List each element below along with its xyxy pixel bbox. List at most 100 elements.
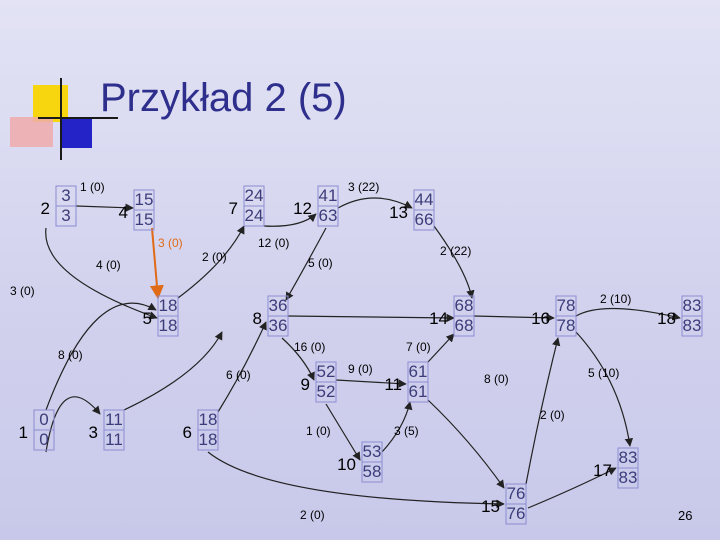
- node-latest-time: 52: [316, 382, 336, 401]
- node-id: 16: [531, 309, 550, 328]
- node-10: 10 53 58: [337, 442, 382, 482]
- edge-9-11: [335, 379, 407, 388]
- node-id: 7: [228, 199, 238, 218]
- edge-4-5: [149, 227, 164, 300]
- node-box-18: [681, 295, 703, 337]
- node-box-15: [505, 483, 527, 525]
- node-id: 3: [88, 423, 98, 442]
- node-latest-time: 83: [682, 316, 702, 335]
- edge-2-4: [75, 203, 134, 212]
- node-id: 13: [389, 203, 408, 222]
- edge-label-9-10: 1 (0): [306, 424, 331, 438]
- node-latest-time: 83: [618, 468, 638, 487]
- edge-label-9-11: 9 (0): [348, 362, 373, 376]
- edge-8-14: [287, 313, 455, 323]
- node-box-5: [157, 295, 179, 337]
- node-box-12: [317, 185, 339, 227]
- node-box-16: [555, 295, 577, 337]
- edge-16-17: [575, 331, 634, 447]
- node-id: 5: [142, 309, 152, 328]
- node-latest-time: 18: [158, 316, 178, 335]
- node-latest-time: 78: [556, 316, 576, 335]
- node-earliest-time: 18: [158, 296, 178, 315]
- edge-14-16: [473, 313, 555, 323]
- node-17: 17 83 83: [593, 448, 638, 488]
- node-box-2: [55, 185, 77, 227]
- node-box-7: [243, 185, 265, 227]
- edge-15-17: [527, 467, 617, 509]
- node-3: 3 11 11: [89, 410, 124, 450]
- node-latest-time: 3: [61, 206, 71, 225]
- node-box-6: [197, 409, 219, 451]
- node-4: 4 15 15: [119, 190, 154, 230]
- node-earliest-time: 61: [408, 362, 428, 381]
- edge-11-14: [427, 333, 455, 363]
- node-latest-time: 18: [198, 430, 218, 449]
- node-earliest-time: 15: [134, 190, 154, 209]
- node-14: 14 68 68: [429, 296, 474, 336]
- node-id: 17: [593, 461, 612, 480]
- edge-label-13-14: 2 (22): [440, 244, 472, 258]
- deco-pink-square: [10, 117, 53, 147]
- deco-yellow-square: [33, 85, 68, 122]
- edge-16-18: [575, 307, 681, 321]
- node-7: 7 24 24: [229, 186, 264, 226]
- edge-label-1-3: 8 (0): [58, 348, 83, 362]
- node-id: 18: [657, 309, 676, 328]
- edge-1-3: [45, 396, 101, 453]
- node-earliest-time: 83: [618, 448, 638, 467]
- node-latest-time: 0: [39, 430, 49, 449]
- edge-label-8-14: 16 (0): [294, 340, 326, 354]
- edge-2-5: [45, 227, 158, 320]
- node-latest-time: 66: [414, 210, 434, 229]
- edge-label-16-17: 5 (10): [588, 366, 620, 380]
- edge-label-1-5: 4 (0): [96, 258, 121, 272]
- node-box-14: [453, 295, 475, 337]
- node-latest-time: 76: [506, 504, 526, 523]
- node-earliest-time: 83: [682, 296, 702, 315]
- node-latest-time: 68: [454, 316, 474, 335]
- node-9: 9 52 52: [301, 362, 336, 402]
- node-earliest-time: 53: [362, 442, 382, 461]
- node-id: 14: [429, 309, 448, 328]
- edge-label-11-14: 7 (0): [406, 340, 431, 354]
- node-earliest-time: 11: [105, 410, 123, 429]
- edge-13-14: [433, 225, 475, 299]
- edge-label-10-11: 3 (5): [394, 424, 419, 438]
- node-earliest-time: 36: [268, 296, 288, 315]
- node-earliest-time: 41: [318, 186, 338, 205]
- node-id: 4: [118, 203, 128, 222]
- node-id: 2: [40, 199, 50, 218]
- node-latest-time: 63: [318, 206, 338, 225]
- node-id: 15: [481, 497, 500, 516]
- node-6: 6 18 18: [183, 410, 218, 450]
- edge-label-7-12: 12 (0): [258, 236, 290, 250]
- edge-label-16-18: 2 (10): [600, 292, 632, 306]
- page-title: Przykład 2 (5): [100, 76, 347, 120]
- node-box-11: [407, 361, 429, 403]
- node-18: 18 83 83: [657, 296, 702, 336]
- node-16: 16 78 78: [531, 296, 576, 336]
- node-earliest-time: 52: [316, 362, 336, 381]
- edge-label-12-8: 5 (0): [308, 256, 333, 270]
- edge-7-12: [263, 213, 317, 227]
- edge-9-10: [325, 403, 361, 461]
- node-id: 12: [293, 199, 312, 218]
- node-latest-time: 11: [105, 430, 123, 449]
- node-latest-time: 58: [362, 462, 382, 481]
- node-box-3: [103, 409, 125, 451]
- edge-15-16: [525, 337, 561, 485]
- node-box-13: [413, 189, 435, 231]
- node-box-8: [267, 295, 289, 337]
- node-id: 9: [300, 375, 310, 394]
- edge-label-6-15: 2 (0): [300, 508, 325, 522]
- node-box-1: [33, 409, 55, 451]
- node-box-4: [133, 189, 155, 231]
- deco-blue-square: [62, 117, 92, 148]
- deco-horizontal-line: [38, 117, 118, 119]
- node-12: 12 41 63: [293, 186, 338, 226]
- node-earliest-time: 0: [39, 410, 49, 429]
- edge-8-9: [281, 337, 315, 381]
- node-earliest-time: 76: [506, 484, 526, 503]
